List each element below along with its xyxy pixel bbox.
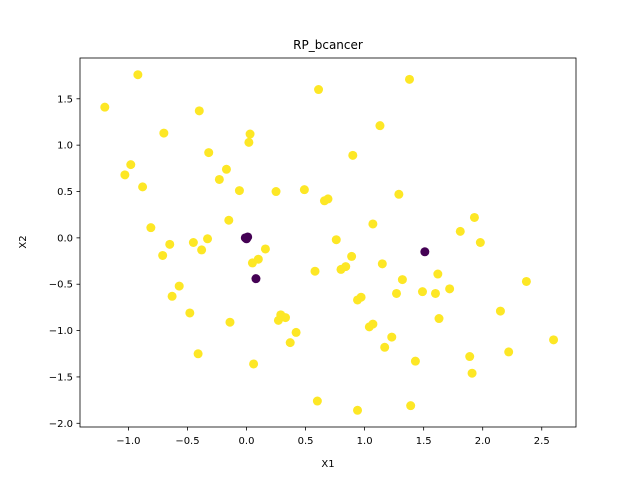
data-point-s0-73 (504, 347, 514, 357)
x-tick-label: 0.5 (298, 436, 314, 447)
data-point-s0-72 (495, 306, 505, 316)
data-point-s0-41 (225, 317, 235, 327)
x-tick-label: −1.0 (116, 436, 140, 447)
plot-area-frame (79, 57, 577, 428)
data-point-s0-66 (445, 284, 455, 294)
y-tick-label: −1.0 (49, 326, 73, 337)
y-tick-label: 1.5 (57, 94, 73, 105)
data-point-s0-55 (377, 259, 387, 269)
x-tick-label: 1.0 (357, 436, 373, 447)
data-point-s0-50 (353, 405, 363, 415)
data-point-s0-2 (194, 106, 204, 116)
data-point-s0-1 (133, 70, 143, 80)
x-tick-label: 2.0 (475, 436, 491, 447)
data-point-s0-28 (146, 223, 156, 233)
data-point-s0-60 (410, 356, 420, 366)
data-point-s0-5 (126, 160, 136, 170)
data-point-s0-10 (234, 186, 244, 196)
data-point-s0-63 (430, 288, 440, 298)
y-axis-ticks: −2.0 −1.5 −1.0 −0.5 0.0 0.5 1.0 1.5 (49, 94, 80, 430)
data-point-s0-37 (260, 244, 270, 254)
data-point-s0-4 (204, 148, 214, 158)
data-point-s0-59 (387, 332, 397, 342)
data-point-s0-33 (197, 245, 207, 255)
data-point-s0-48 (193, 349, 203, 359)
data-point-s0-58 (380, 342, 390, 352)
data-point-s0-6 (120, 170, 130, 180)
data-point-s0-20 (404, 74, 414, 84)
data-point-s0-52 (356, 292, 366, 302)
data-point-s0-67 (455, 226, 465, 236)
data-point-s0-74 (521, 276, 531, 286)
data-point-s0-45 (291, 327, 301, 337)
data-point-s0-57 (397, 275, 407, 285)
data-point-s0-0 (100, 102, 110, 112)
y-tick-label: 1.0 (57, 141, 73, 152)
data-point-s0-54 (368, 319, 378, 329)
data-point-s0-49 (312, 396, 322, 406)
data-point-s0-11 (244, 137, 254, 147)
data-point-s0-26 (336, 264, 346, 274)
data-point-s0-23 (331, 235, 341, 245)
data-points (100, 70, 559, 415)
y-tick-label: −2.0 (49, 419, 73, 430)
data-point-s0-9 (221, 164, 231, 174)
data-point-s0-18 (348, 150, 358, 160)
x-axis-label: X1 (321, 459, 334, 470)
y-tick-label: −1.5 (49, 372, 73, 383)
data-point-s0-44 (280, 313, 290, 323)
data-point-s0-3 (159, 128, 169, 138)
data-point-s0-30 (158, 250, 168, 260)
y-axis-label: X2 (18, 235, 29, 248)
data-point-s0-61 (406, 401, 416, 411)
data-point-s0-27 (310, 266, 320, 276)
data-point-s0-36 (253, 254, 263, 264)
data-point-s0-64 (433, 269, 443, 279)
data-point-s0-65 (434, 314, 444, 324)
x-tick-label: 2.5 (534, 436, 550, 447)
y-tick-label: 0.0 (57, 233, 73, 244)
data-point-s0-24 (347, 251, 357, 261)
y-tick-label: −0.5 (49, 280, 73, 291)
data-point-s0-75 (549, 335, 559, 345)
data-point-s0-21 (394, 189, 404, 199)
data-point-s0-46 (285, 338, 295, 348)
chart-title: RP_bcancer (293, 38, 363, 52)
data-point-s0-12 (245, 129, 255, 139)
data-point-s0-56 (392, 288, 401, 298)
y-tick-label: 0.5 (57, 187, 73, 198)
data-point-s0-47 (249, 359, 259, 369)
data-point-s1-4 (251, 274, 261, 284)
x-axis-ticks: −1.0 −0.5 0.0 0.5 1.0 1.5 2.0 2.5 (116, 427, 550, 447)
data-point-s0-7 (138, 182, 148, 192)
x-tick-label: 0.0 (239, 436, 255, 447)
data-point-s0-38 (174, 281, 184, 291)
data-point-s0-14 (299, 185, 309, 195)
data-point-s0-29 (165, 239, 175, 249)
x-tick-label: −0.5 (175, 436, 199, 447)
data-point-s0-19 (375, 121, 385, 131)
data-point-s1-5 (420, 247, 430, 257)
data-point-s0-39 (167, 291, 177, 301)
data-point-s1-3 (242, 234, 252, 244)
data-point-s0-31 (188, 238, 198, 247)
data-point-s0-8 (214, 174, 224, 184)
data-point-s0-68 (469, 212, 479, 222)
data-point-s0-13 (271, 187, 281, 197)
data-point-s0-17 (323, 194, 333, 204)
data-point-s0-22 (368, 219, 378, 229)
data-point-s0-32 (203, 234, 213, 244)
x-tick-label: 1.5 (416, 436, 432, 447)
data-point-s0-69 (475, 238, 485, 247)
data-point-s0-71 (467, 368, 477, 378)
data-point-s0-70 (465, 352, 475, 362)
data-point-s0-15 (314, 85, 324, 95)
data-point-s0-34 (224, 215, 234, 225)
data-point-s0-62 (417, 287, 427, 297)
data-point-s0-40 (185, 308, 195, 318)
